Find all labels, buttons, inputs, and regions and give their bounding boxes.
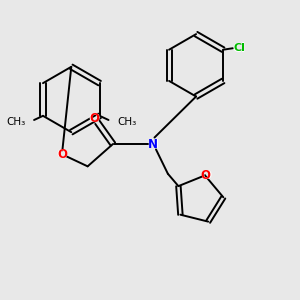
Text: O: O: [201, 169, 211, 182]
Text: O: O: [57, 148, 68, 161]
Text: Cl: Cl: [233, 43, 245, 53]
Text: O: O: [89, 112, 100, 125]
Text: CH₃: CH₃: [6, 117, 25, 128]
Text: CH₃: CH₃: [117, 117, 137, 128]
Text: O: O: [57, 148, 68, 161]
Text: O: O: [89, 112, 100, 125]
Text: O: O: [200, 169, 211, 182]
Text: N: N: [148, 138, 158, 151]
Text: Cl: Cl: [233, 42, 246, 55]
Text: N: N: [147, 138, 159, 151]
